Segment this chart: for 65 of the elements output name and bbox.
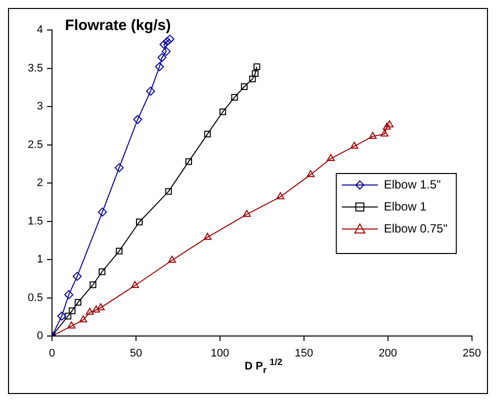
point [168, 256, 176, 263]
point [130, 281, 139, 288]
point [276, 192, 284, 200]
point [368, 132, 377, 139]
point [79, 315, 88, 322]
x-tick-label: 150 [294, 348, 314, 360]
x-tick-label: 50 [130, 348, 142, 360]
point [162, 36, 172, 46]
point [162, 46, 171, 56]
point [64, 290, 74, 300]
point [204, 130, 211, 138]
point [96, 303, 105, 310]
x-tick-label: 0 [48, 348, 56, 360]
point [57, 312, 66, 321]
chart-title: Flowrate (kg/s) [65, 17, 171, 34]
point [386, 120, 394, 128]
point [380, 130, 388, 137]
legend-label: Elbow 1.5" [384, 177, 441, 192]
point [74, 299, 82, 306]
x-tick-label: 100 [210, 348, 230, 360]
y-tick-label: 4 [36, 24, 43, 36]
point [326, 154, 335, 162]
legend-label: Elbow 1 [384, 199, 427, 214]
point [249, 76, 256, 82]
point [90, 281, 96, 288]
point [98, 208, 107, 217]
y-tick-label: 0.5 [28, 292, 43, 304]
point [68, 322, 76, 329]
point [160, 40, 169, 50]
point [157, 53, 166, 62]
point [64, 312, 72, 320]
point [231, 94, 238, 101]
y-tick-label: 2 [36, 177, 43, 190]
point [136, 218, 143, 226]
y-tick-label: 3 [36, 100, 43, 113]
point [350, 142, 358, 149]
point [382, 122, 391, 130]
point [242, 210, 251, 217]
point [306, 170, 315, 178]
point [98, 268, 106, 276]
y-tick-label: 1 [36, 254, 43, 266]
point [165, 188, 172, 195]
legend-label: Elbow 0.75" [384, 221, 448, 236]
point [185, 158, 192, 165]
y-tick-label: 1.5 [28, 215, 43, 228]
y-tick-label: 3.5 [28, 62, 43, 74]
point [240, 83, 248, 90]
point [72, 272, 82, 281]
point [204, 232, 212, 240]
point [252, 70, 259, 77]
y-tick-label: 0 [36, 330, 43, 342]
point [116, 248, 122, 254]
x-tick-label: 250 [462, 348, 482, 360]
y-tick-label: 2.5 [28, 138, 43, 151]
point [68, 307, 76, 314]
point [92, 305, 100, 312]
point [154, 62, 164, 72]
point [146, 86, 156, 96]
point [133, 115, 142, 124]
point [114, 163, 124, 172]
x-tick-label: 200 [378, 348, 398, 360]
point [86, 308, 94, 315]
point [165, 34, 174, 44]
point [254, 63, 260, 70]
point [219, 108, 226, 116]
